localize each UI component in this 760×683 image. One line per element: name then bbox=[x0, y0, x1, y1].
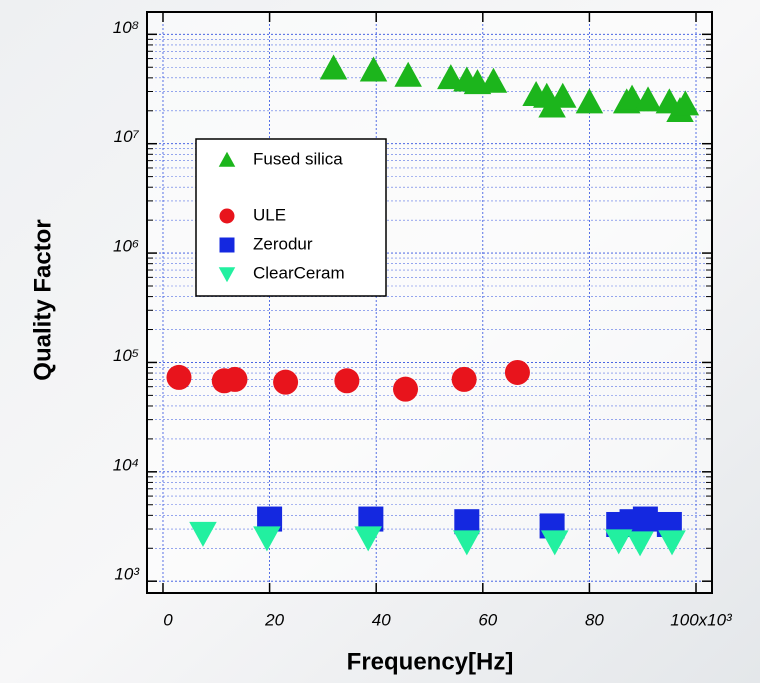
legend-label: ClearCeram bbox=[253, 263, 345, 282]
point bbox=[222, 366, 248, 392]
x-tick-label: 20 bbox=[264, 610, 284, 629]
x-tick-label: 0 bbox=[163, 610, 173, 629]
point bbox=[634, 86, 662, 112]
legend: Fused silica ULE Zerodur ClearCeram bbox=[195, 138, 387, 297]
point bbox=[575, 88, 604, 114]
point bbox=[218, 151, 236, 167]
point bbox=[504, 359, 530, 385]
point bbox=[218, 267, 236, 283]
point bbox=[626, 531, 654, 557]
point bbox=[219, 208, 235, 224]
point bbox=[253, 526, 281, 552]
point bbox=[437, 64, 465, 90]
point bbox=[354, 526, 382, 552]
point bbox=[453, 530, 481, 556]
x-tick-label: 80 bbox=[585, 610, 604, 629]
legend-label: Fused silica bbox=[253, 149, 343, 168]
y-tick-label: 10³ bbox=[114, 565, 140, 584]
point bbox=[604, 529, 633, 555]
point bbox=[319, 54, 348, 80]
point bbox=[393, 376, 419, 402]
point bbox=[359, 56, 388, 82]
x-tick-label: 100x10³ bbox=[670, 610, 733, 629]
point bbox=[549, 82, 577, 108]
plot-frame bbox=[146, 11, 713, 594]
axes: 10³ 10⁴ 10⁵ 10⁶ 10⁷ 10⁸ 0 20 40 60 80 100x10³ bbox=[113, 12, 733, 629]
marks bbox=[166, 54, 700, 557]
point bbox=[454, 509, 480, 535]
point bbox=[451, 366, 477, 392]
point bbox=[541, 530, 569, 556]
point bbox=[219, 237, 235, 253]
y-axis-title: Quality Factor bbox=[29, 219, 56, 380]
y-tick-label: 10⁷ bbox=[114, 127, 140, 146]
point bbox=[394, 61, 422, 87]
point bbox=[658, 530, 686, 556]
point bbox=[479, 67, 508, 93]
x-tick-label: 60 bbox=[478, 610, 497, 629]
point bbox=[671, 90, 700, 116]
legend-label: ULE bbox=[253, 205, 286, 224]
x-axis-title: Frequency[Hz] bbox=[347, 648, 514, 675]
point bbox=[632, 506, 658, 532]
y-tick-label: 10⁵ bbox=[113, 346, 139, 365]
point bbox=[166, 364, 192, 390]
x-tick-label: 40 bbox=[372, 610, 391, 629]
y-tick-label: 10⁶ bbox=[113, 237, 139, 256]
point bbox=[189, 521, 217, 547]
y-tick-label: 10⁸ bbox=[113, 18, 139, 37]
legend-label: Zerodur bbox=[253, 234, 313, 253]
y-tick-label: 10⁴ bbox=[113, 455, 139, 474]
point bbox=[334, 368, 360, 394]
point bbox=[273, 369, 299, 395]
